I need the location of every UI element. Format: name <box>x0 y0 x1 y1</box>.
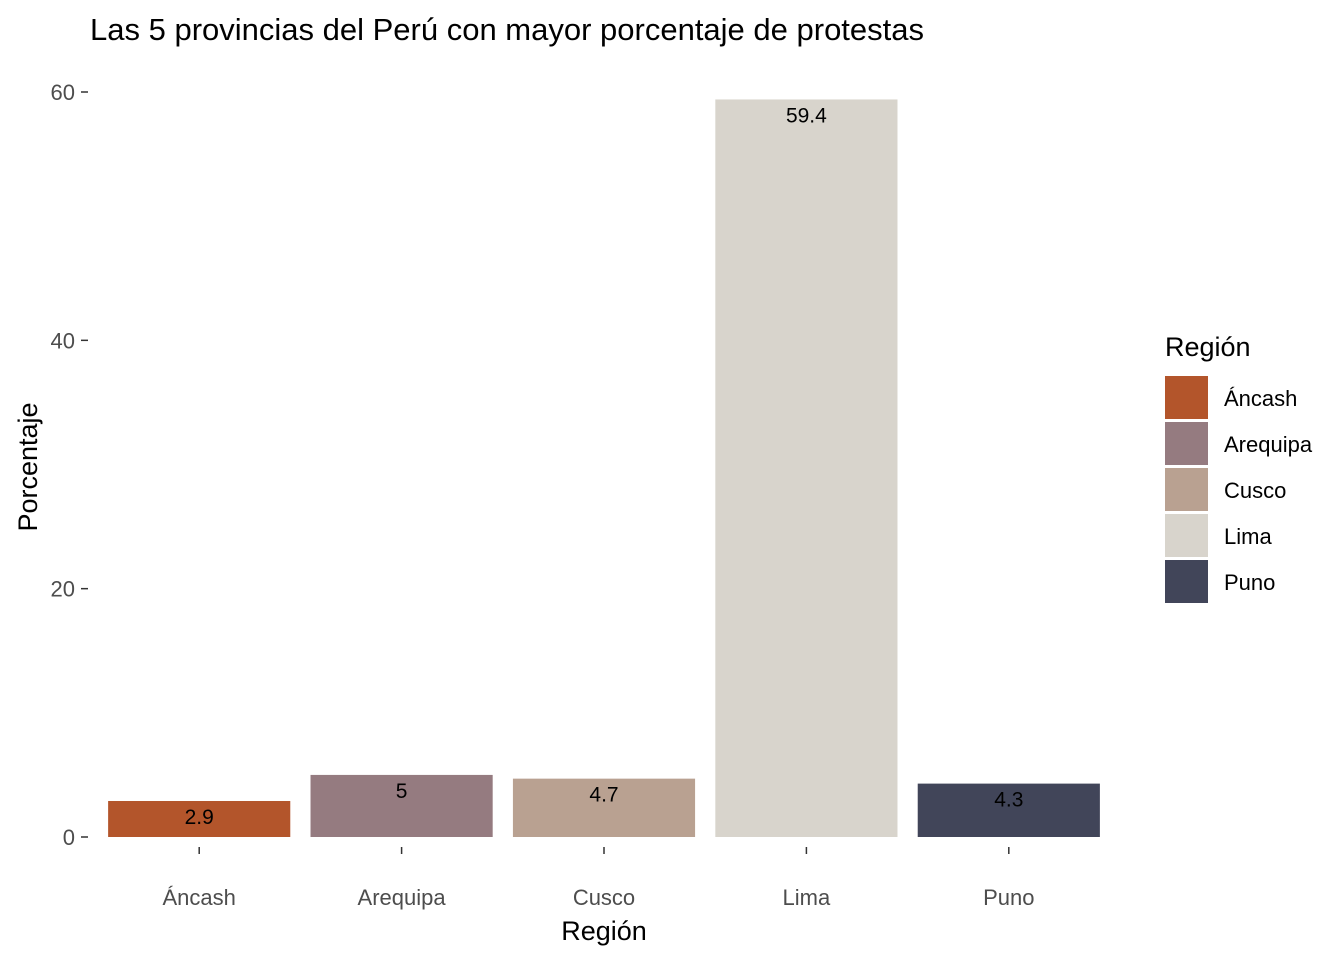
y-axis: 0 20 40 60 <box>51 80 88 850</box>
legend-key-ancash <box>1165 376 1208 419</box>
bars <box>108 99 1100 837</box>
bar-cusco <box>512 778 696 837</box>
legend-key-puno <box>1165 560 1208 603</box>
legend-key-lima <box>1165 514 1208 557</box>
y-tick-label: 0 <box>63 825 75 850</box>
chart-title: Las 5 provincias del Perú con mayor porc… <box>90 12 924 47</box>
x-tick-label-ancash: Áncash <box>163 885 236 910</box>
legend-key-cusco <box>1165 468 1208 511</box>
legend: Región Áncash Arequipa Cusco Lima Puno <box>1165 332 1313 603</box>
data-label-lima: 59.4 <box>786 104 827 127</box>
data-label-ancash: 2.9 <box>185 806 214 829</box>
legend-title: Región <box>1165 332 1251 362</box>
legend-key-arequipa <box>1165 422 1208 465</box>
x-tick-label-cusco: Cusco <box>573 885 635 910</box>
data-label-cusco: 4.7 <box>589 784 618 807</box>
x-axis: Áncash Arequipa Cusco Lima Puno <box>163 847 1034 910</box>
y-axis-title: Porcentaje <box>13 402 43 531</box>
legend-label-ancash: Áncash <box>1224 386 1297 411</box>
bar-arequipa <box>310 774 493 837</box>
bar-lima <box>715 99 898 837</box>
data-label-arequipa: 5 <box>396 780 408 803</box>
legend-label-cusco: Cusco <box>1224 478 1286 503</box>
x-axis-title: Región <box>561 916 647 946</box>
x-tick-label-arequipa: Arequipa <box>358 885 447 910</box>
legend-label-lima: Lima <box>1224 524 1272 549</box>
y-tick-label: 40 <box>51 328 75 353</box>
x-tick-label-lima: Lima <box>783 885 831 910</box>
bar-puno <box>917 783 1100 837</box>
legend-label-arequipa: Arequipa <box>1224 432 1313 457</box>
legend-label-puno: Puno <box>1224 570 1275 595</box>
bar-ancash <box>108 800 291 837</box>
y-tick-label: 20 <box>51 577 75 602</box>
data-label-puno: 4.3 <box>994 789 1023 812</box>
x-tick-label-puno: Puno <box>983 885 1034 910</box>
y-tick-label: 60 <box>51 80 75 105</box>
bar-labels: 2.9 5 4.7 59.4 4.3 <box>185 104 1024 829</box>
